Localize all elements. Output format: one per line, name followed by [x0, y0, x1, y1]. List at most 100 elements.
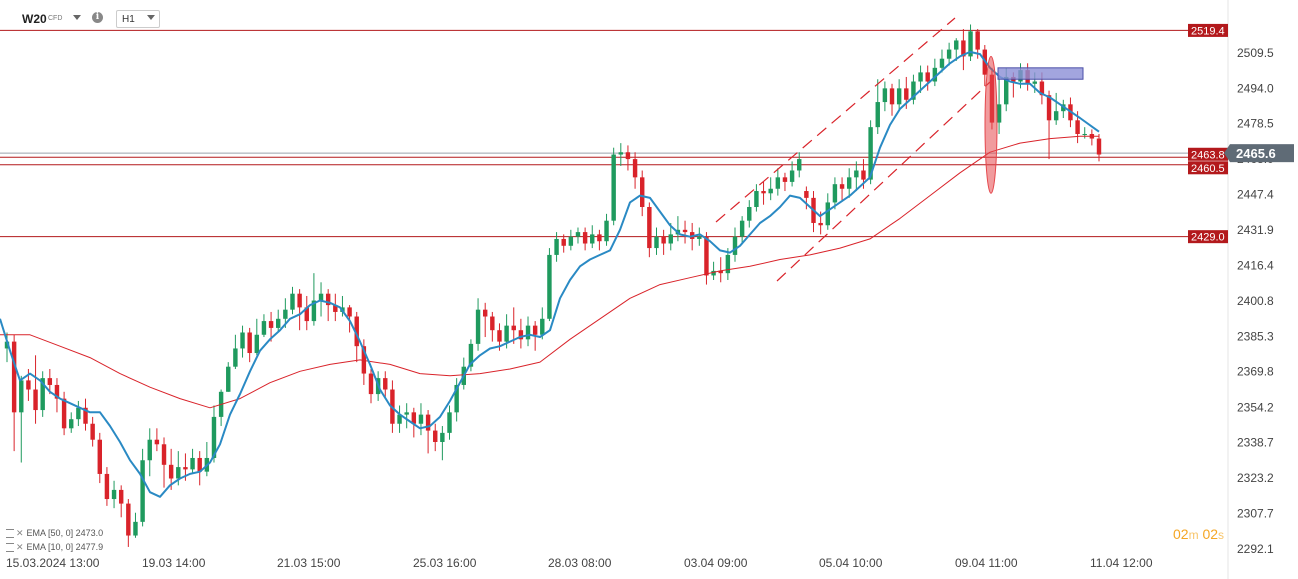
x-tick-label: 25.03 16:00 [413, 556, 477, 570]
candle-bear [333, 305, 338, 312]
candle-bear [97, 439, 102, 474]
candle-bear [632, 159, 638, 178]
candle-bear [1096, 138, 1102, 155]
candle-bull [854, 170, 859, 178]
current-price-label: 2465.6 [1236, 146, 1276, 161]
remove-indicator-icon[interactable]: ✕ [16, 542, 24, 552]
level-label: 2429.0 [1191, 232, 1225, 244]
y-tick-label: 2323.2 [1237, 471, 1274, 485]
candle-bear [361, 346, 367, 374]
candle-bull [540, 318, 545, 335]
symbol-label[interactable]: W20 [22, 12, 47, 26]
candle-bear [383, 378, 388, 390]
timer-seconds: 02 [1202, 526, 1219, 542]
y-tick-label: 2385.3 [1237, 329, 1274, 343]
candle-bull [475, 309, 481, 344]
candle-bull [918, 72, 923, 82]
info-icon[interactable]: i [92, 12, 103, 23]
symbol-dropdown-icon[interactable] [73, 15, 81, 20]
indicator-settings-icon[interactable] [6, 543, 14, 553]
level-label-bg [1188, 147, 1228, 161]
candle-bear [761, 191, 766, 194]
candle-bull [611, 154, 616, 221]
timeframe-select[interactable] [116, 10, 160, 28]
candle-bear [961, 40, 966, 57]
candle-bear [782, 177, 788, 182]
candle-bear [1039, 81, 1045, 96]
candle-bull [547, 254, 552, 319]
candle-bull [290, 293, 295, 310]
ema10-line [0, 50, 1100, 498]
candle-bull [1082, 133, 1087, 135]
y-tick-label: 2447.4 [1237, 188, 1274, 202]
legend-ema10[interactable]: ✕ EMA [10, 0] 2477.9 [6, 542, 103, 553]
indicator-settings-icon[interactable] [6, 529, 14, 539]
candle-bull [896, 88, 902, 105]
candle-bull [283, 309, 288, 319]
candle-bear [561, 238, 566, 246]
candle-bull [697, 236, 702, 239]
candle-bull [739, 220, 745, 237]
candle-bull [654, 236, 659, 249]
y-tick-label: 2431.9 [1237, 223, 1274, 237]
y-tick-label: 2478.5 [1237, 117, 1274, 131]
candle-bear [33, 389, 38, 411]
candle-bear [90, 423, 95, 440]
candle-bull [939, 58, 945, 68]
candle-bear [1075, 120, 1080, 134]
candle-bull [868, 127, 873, 180]
level-label-bg [1188, 230, 1228, 244]
y-tick-label: 2369.8 [1237, 365, 1274, 379]
candle-bear [597, 234, 602, 242]
candle-bull [147, 439, 152, 461]
candle-bull [954, 40, 959, 50]
level-label: 2460.5 [1191, 163, 1225, 175]
legend-ema50[interactable]: ✕ EMA [50, 0] 2473.0 [6, 528, 103, 539]
y-tick-label: 2338.7 [1237, 436, 1274, 450]
candle-bull [668, 234, 673, 244]
candle-bull [732, 236, 738, 255]
candle-bull [76, 407, 81, 420]
candle-bull [176, 467, 181, 479]
candle-bull [968, 31, 973, 57]
channel-line [776, 81, 991, 282]
candle-bull [911, 81, 916, 100]
candle-bull [447, 412, 452, 433]
candle-bear [304, 307, 309, 322]
candle-bear [490, 316, 495, 331]
candle-bull [190, 457, 195, 470]
remove-indicator-icon[interactable]: ✕ [16, 528, 24, 538]
candle-bull [875, 102, 880, 128]
y-tick-label: 2416.4 [1237, 258, 1274, 272]
timer-minutes: 02 [1173, 526, 1189, 542]
candle-bear [168, 464, 174, 479]
candle-bull [318, 293, 324, 301]
candle-bull [468, 343, 474, 367]
supply-zone-box [997, 67, 1084, 80]
candle-bull [240, 332, 245, 349]
timeframe-dropdown-icon[interactable] [147, 15, 155, 20]
candle-bear [482, 309, 488, 317]
candle-bull [1032, 81, 1037, 84]
y-tick-label: 2509.5 [1237, 46, 1274, 60]
candle-bear [661, 236, 666, 244]
candle-bear [682, 229, 688, 233]
candle-bull [590, 234, 595, 244]
candle-bull [711, 270, 716, 276]
candle-bull [418, 414, 424, 424]
candle-bear [61, 398, 67, 429]
candle-bear [433, 430, 438, 442]
candle-bear [1046, 95, 1052, 121]
candle-bear [54, 384, 60, 399]
timer-seconds-unit: s [1218, 528, 1225, 542]
candle-bull [747, 207, 752, 221]
candle-bull [404, 412, 409, 415]
candle-bull [996, 104, 1002, 123]
candle-bear [161, 444, 167, 465]
candle-bull [768, 188, 773, 194]
x-tick-label: 03.04 09:00 [684, 556, 748, 570]
candle-bear [861, 170, 866, 180]
candle-bear [804, 191, 809, 198]
x-tick-label: 28.03 08:00 [548, 556, 612, 570]
